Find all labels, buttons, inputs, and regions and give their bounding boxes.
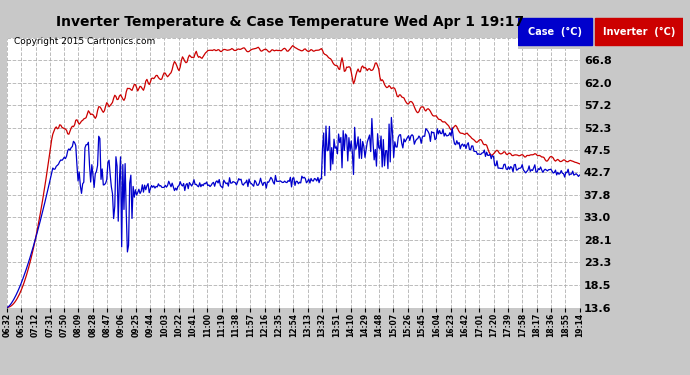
FancyBboxPatch shape <box>518 18 592 45</box>
Text: Inverter  (°C): Inverter (°C) <box>603 27 676 37</box>
Text: Inverter Temperature & Case Temperature Wed Apr 1 19:17: Inverter Temperature & Case Temperature … <box>56 15 524 29</box>
Text: Copyright 2015 Cartronics.com: Copyright 2015 Cartronics.com <box>14 38 155 46</box>
Text: Case  (°C): Case (°C) <box>528 27 582 37</box>
FancyBboxPatch shape <box>595 18 683 45</box>
